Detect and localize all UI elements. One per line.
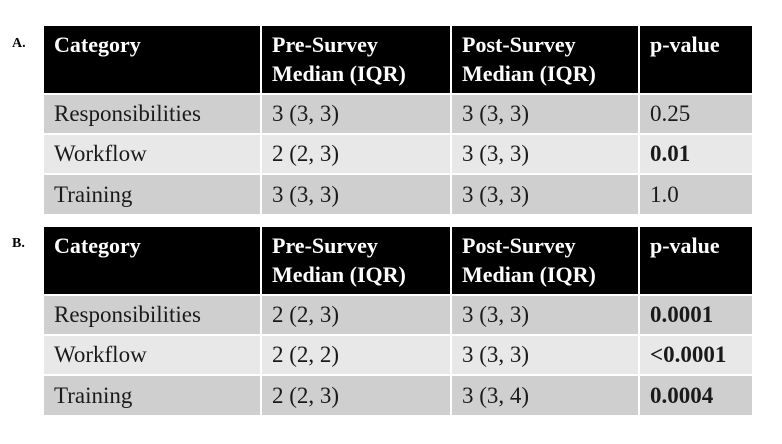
- table-row: Workflow 2 (2, 3) 3 (3, 3) 0.01: [44, 133, 752, 174]
- p-value-cell: 0.0004: [639, 374, 752, 415]
- table-row: Responsibilities 2 (2, 3) 3 (3, 3) 0.000…: [44, 294, 752, 335]
- category-cell: Workflow: [44, 133, 262, 174]
- category-cell: Workflow: [44, 334, 262, 375]
- post-survey-cell: 3 (3, 3): [451, 294, 640, 335]
- header-post-survey: Post-Survey Median (IQR): [451, 26, 640, 95]
- survey-table-b: Category Pre-Survey Median (IQR) Post-Sur…: [44, 227, 752, 415]
- header-p-value: p-value: [639, 227, 752, 296]
- p-value-cell: 1.0: [639, 173, 752, 214]
- p-value-cell: 0.0001: [639, 294, 752, 335]
- pre-survey-cell: 2 (2, 3): [261, 133, 452, 174]
- pre-survey-cell: 3 (3, 3): [261, 93, 452, 134]
- header-category: Category: [44, 227, 262, 296]
- panel-label-a: A.: [12, 36, 26, 51]
- category-cell: Responsibilities: [44, 294, 262, 335]
- pre-survey-cell: 2 (2, 3): [261, 294, 452, 335]
- post-survey-cell: 3 (3, 3): [451, 334, 640, 375]
- header-category: Category: [44, 26, 262, 95]
- header-p-value: p-value: [639, 26, 752, 95]
- category-cell: Responsibilities: [44, 93, 262, 134]
- post-survey-cell: 3 (3, 3): [451, 173, 640, 214]
- post-survey-cell: 3 (3, 4): [451, 374, 640, 415]
- p-value-cell: 0.01: [639, 133, 752, 174]
- category-cell: Training: [44, 173, 262, 214]
- p-value-cell: <0.0001: [639, 334, 752, 375]
- panel-label-b: B.: [12, 236, 25, 251]
- table-row: Responsibilities 3 (3, 3) 3 (3, 3) 0.25: [44, 93, 752, 134]
- header-pre-survey: Pre-Survey Median (IQR): [261, 26, 452, 95]
- pre-survey-cell: 2 (2, 3): [261, 374, 452, 415]
- table-header-row: Category Pre-Survey Median (IQR) Post-Sur…: [44, 227, 752, 296]
- table-row: Training 3 (3, 3) 3 (3, 3) 1.0: [44, 173, 752, 214]
- pre-survey-cell: 3 (3, 3): [261, 173, 452, 214]
- p-value-cell: 0.25: [639, 93, 752, 134]
- table-row: Workflow 2 (2, 2) 3 (3, 3) <0.0001: [44, 334, 752, 375]
- post-survey-cell: 3 (3, 3): [451, 93, 640, 134]
- header-pre-survey: Pre-Survey Median (IQR): [261, 227, 452, 296]
- table-row: Training 2 (2, 3) 3 (3, 4) 0.0004: [44, 374, 752, 415]
- category-cell: Training: [44, 374, 262, 415]
- header-post-survey: Post-Survey Median (IQR): [451, 227, 640, 296]
- post-survey-cell: 3 (3, 3): [451, 133, 640, 174]
- survey-table-a: Category Pre-Survey Median (IQR) Post-Sur…: [44, 26, 752, 214]
- pre-survey-cell: 2 (2, 2): [261, 334, 452, 375]
- table-header-row: Category Pre-Survey Median (IQR) Post-Sur…: [44, 26, 752, 95]
